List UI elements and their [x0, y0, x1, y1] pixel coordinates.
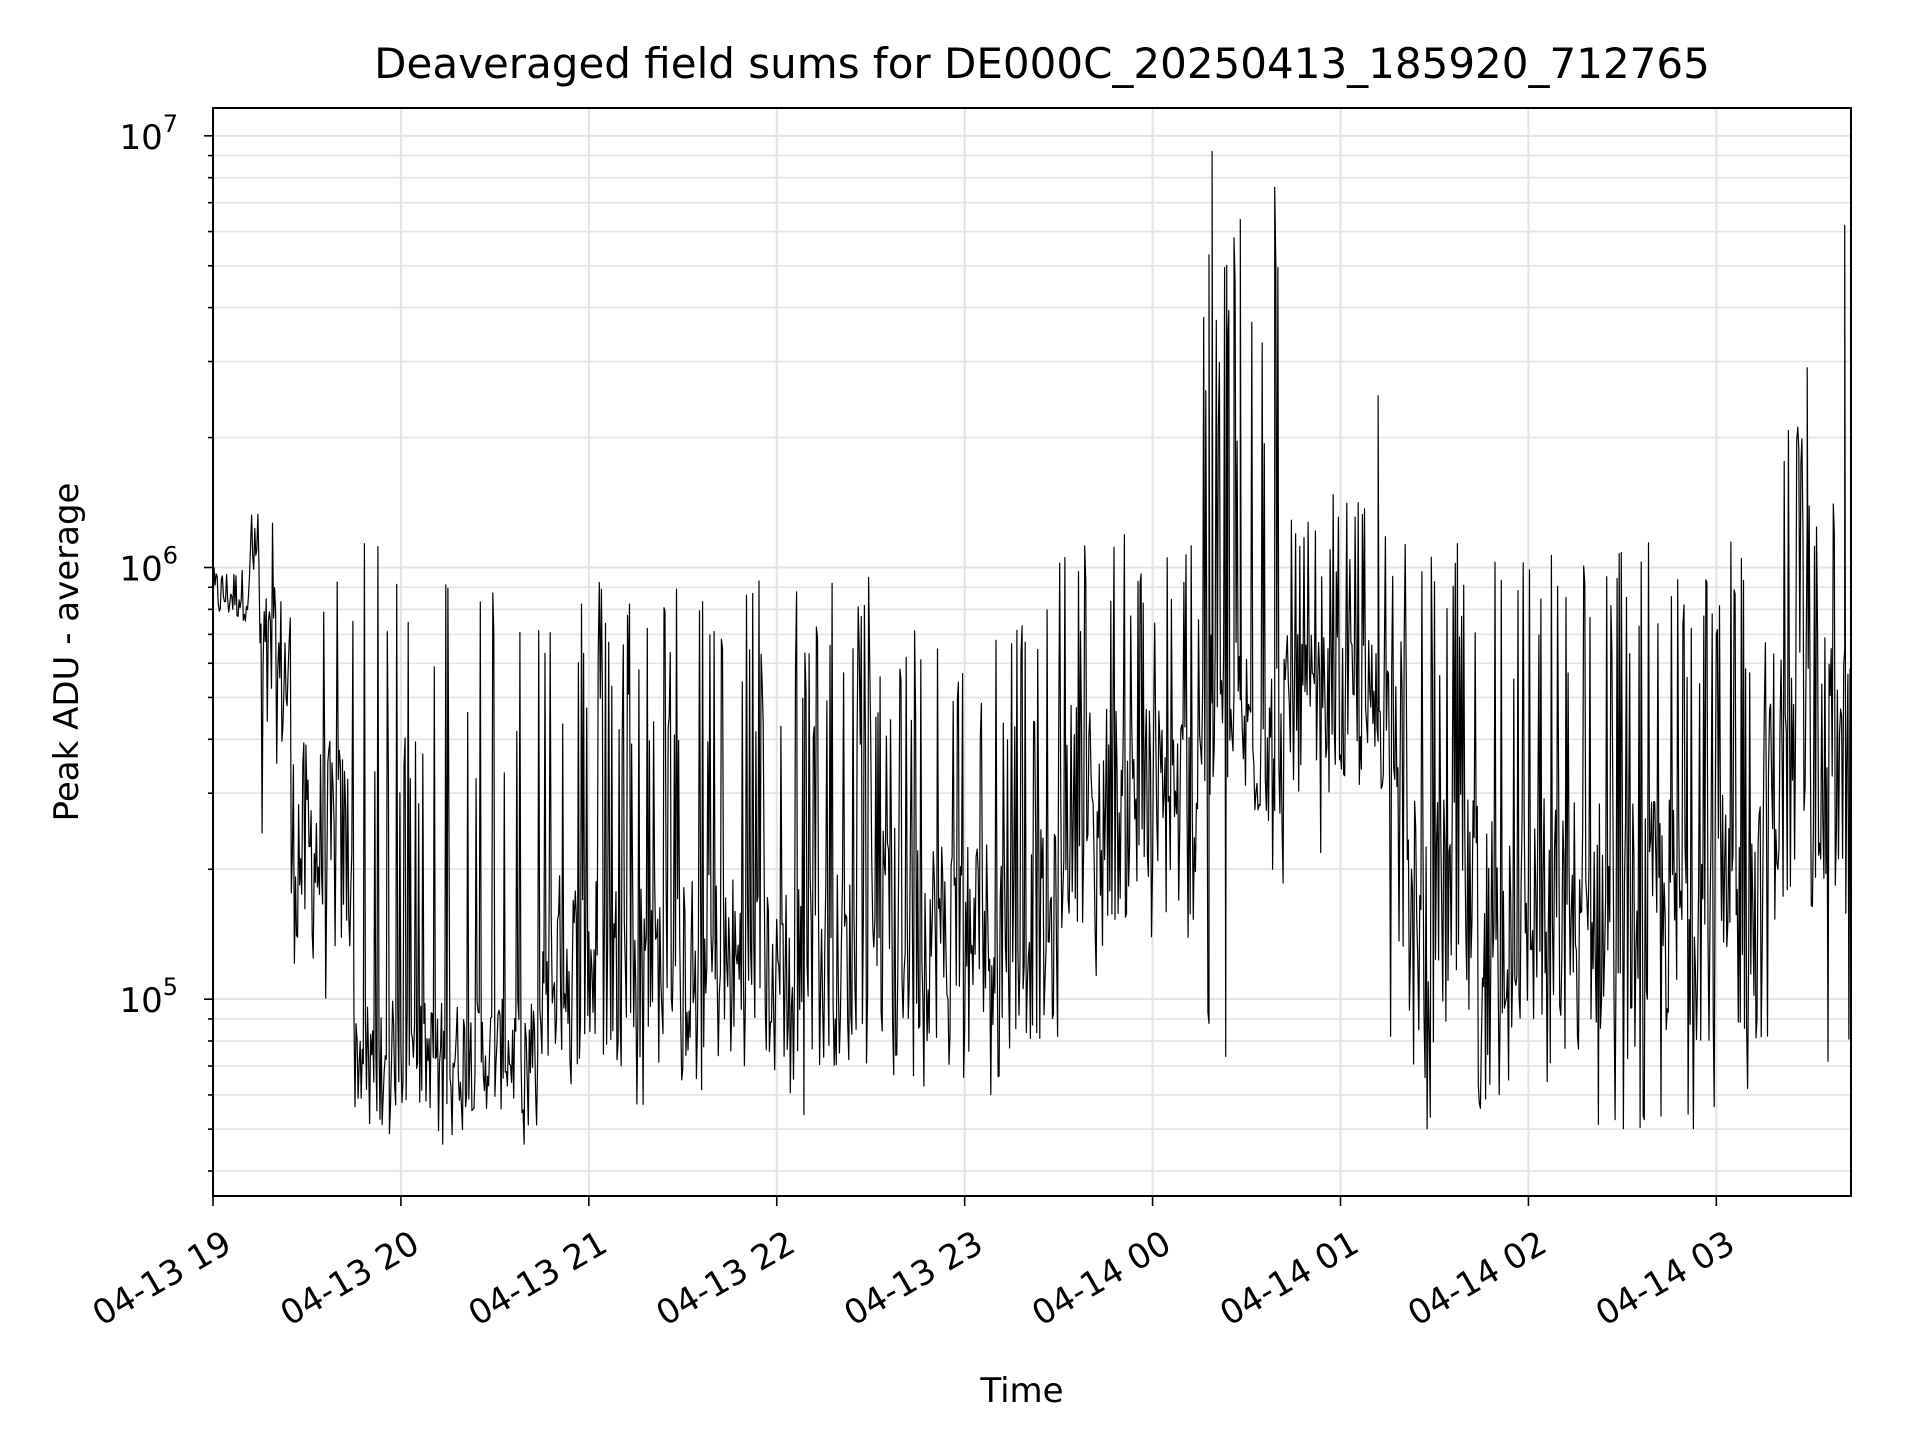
y-tick-label-exponent: 6 — [163, 542, 178, 570]
y-tick-label: 106 — [119, 542, 178, 590]
chart-title: Deaveraged field sums for DE000C_2025041… — [374, 39, 1710, 88]
x-tick-label: 04-13 19 — [86, 1223, 238, 1334]
x-tick-label: 04-14 02 — [1401, 1223, 1553, 1334]
y-tick-label-base: 10 — [119, 118, 162, 158]
series-line-path — [212, 150, 1851, 1145]
y-axis-label: Peak ADU - average — [47, 483, 87, 822]
x-tick-label: 04-13 22 — [650, 1223, 802, 1334]
x-tick-label: 04-13 20 — [274, 1223, 426, 1334]
x-tick-label: 04-14 00 — [1025, 1223, 1177, 1334]
series-line — [212, 150, 1851, 1145]
y-tick-label-base: 10 — [119, 550, 162, 590]
x-axis: 04-13 19 04-13 20 04-13 21 04-13 22 04-13 23… — [86, 1196, 1742, 1334]
y-tick-label-base: 10 — [119, 981, 162, 1021]
y-tick-label-exponent: 7 — [163, 110, 178, 138]
x-tick-label: 04-14 03 — [1589, 1223, 1741, 1334]
y-tick-label-exponent: 5 — [163, 973, 178, 1001]
axes-frame — [212, 107, 1852, 1197]
y-tick-label: 105 — [119, 973, 178, 1021]
x-tick-label: 04-14 01 — [1213, 1223, 1365, 1334]
y-tick-label: 107 — [119, 110, 178, 158]
x-tick-label: 04-13 21 — [462, 1223, 614, 1334]
x-tick-label: 04-13 23 — [838, 1223, 990, 1334]
x-axis-label: Time — [979, 1371, 1063, 1411]
grid — [212, 108, 1851, 1196]
